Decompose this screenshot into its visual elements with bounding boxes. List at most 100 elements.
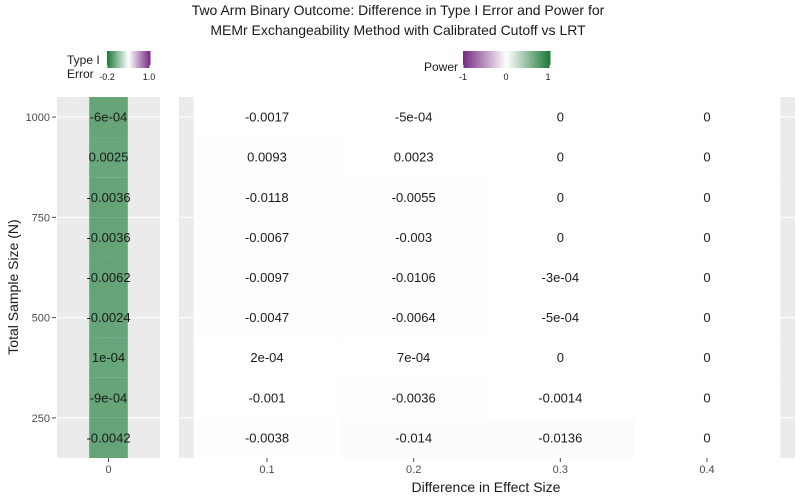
legend-color-segment [124, 51, 126, 68]
legend-color-segment [491, 51, 494, 68]
cell-value-label: -0.0064 [392, 310, 436, 325]
cell-value-label: 0 [703, 110, 710, 125]
x-tick-label: 0.1 [259, 464, 274, 476]
legend-power: Power -1 0 1 [424, 51, 551, 82]
legend-type1-colorbar [106, 51, 151, 68]
heatmap-tile-power [633, 297, 781, 338]
y-axis-title: Total Sample Size (N) [5, 219, 21, 354]
x-tick-label: 0 [105, 464, 111, 476]
heatmap-tile-type1 [89, 337, 128, 378]
heatmap-tile-power [340, 377, 487, 418]
cell-value-label: -5e-04 [542, 310, 580, 325]
y-tick-label: 1000 [26, 112, 50, 124]
legend-color-segment [108, 51, 110, 68]
cell-value-label: -3e-04 [542, 270, 580, 285]
legend-color-segment [116, 51, 119, 68]
cell-value-label: -0.0067 [245, 230, 289, 245]
heatmap-tile-type1 [89, 217, 128, 258]
legend-color-segment [107, 51, 109, 68]
heatmap-tile-power [487, 337, 634, 378]
legend-color-segment [145, 51, 148, 68]
legend-color-segment [486, 51, 490, 68]
heatmap-tile-power [633, 257, 781, 298]
cell-value-label: -0.0106 [392, 270, 436, 285]
heatmap-tile-power [340, 97, 487, 138]
heatmap-tile-power [487, 417, 634, 458]
cell-value-label: 7e-04 [397, 350, 430, 365]
legend-color-segment [489, 51, 492, 68]
cell-value-label: 1e-04 [92, 350, 125, 365]
heatmap-tile-power [193, 417, 341, 458]
legend-color-segment [532, 51, 536, 68]
legend-color-segment [530, 51, 534, 68]
cell-value-label: -0.0036 [86, 190, 130, 205]
heatmap-tile-power [193, 257, 341, 298]
heatmap-tile-power [487, 377, 634, 418]
heatmap-tile-type1 [89, 137, 128, 178]
legend-color-segment [132, 51, 135, 68]
legend-color-segment [123, 51, 125, 68]
heatmap-tile-power [633, 217, 781, 258]
heatmap-tile-power [340, 217, 487, 258]
legend-color-segment [144, 51, 147, 68]
legend-color-segment [495, 51, 499, 68]
heatmap-tile-type1 [89, 177, 128, 218]
legend-color-segment [497, 51, 501, 68]
cell-value-label: -0.0062 [86, 270, 130, 285]
legend-color-segment [541, 51, 544, 68]
x-tick-label: 0.2 [406, 464, 421, 476]
heatmap-tile-type1 [89, 257, 128, 298]
legend-color-segment [129, 51, 132, 68]
legend-color-segment [502, 51, 505, 68]
heatmap-tile-power [633, 137, 781, 178]
legend-color-segment [510, 51, 514, 68]
legend-power-tick-max: 1 [545, 72, 550, 82]
heatmap-tile-power [487, 257, 634, 298]
legend-type1-title-line-2: Error [67, 67, 94, 81]
heatmap-tile-type1 [89, 97, 128, 138]
legend-color-segment [482, 51, 486, 68]
cell-value-label: 0 [557, 150, 564, 165]
legend-power-tick-min: -1 [459, 72, 467, 82]
x-tick-label: 0.3 [553, 464, 568, 476]
cell-value-label: -9e-04 [90, 390, 128, 405]
legend-color-segment [504, 51, 507, 68]
legend-color-segment [465, 51, 468, 68]
heatmap-tile-power [340, 137, 487, 178]
heatmap-tile-power [340, 297, 487, 338]
legend-color-segment [111, 51, 113, 68]
cell-value-label: 0 [703, 270, 710, 285]
legend-color-segment [517, 51, 521, 68]
legend-color-segment [143, 51, 146, 68]
heatmap-tile-power [487, 297, 634, 338]
legend-color-segment [134, 51, 137, 68]
legend-color-segment [528, 51, 531, 68]
legend-type1-tick-min: -0.2 [99, 72, 115, 82]
cell-value-label: 0 [703, 150, 710, 165]
heatmap-tile-power [193, 177, 341, 218]
heatmap-tile-power [487, 177, 634, 218]
legend-color-segment [128, 51, 131, 68]
legend-color-segment [133, 51, 136, 68]
cell-value-label: -0.0017 [245, 110, 289, 125]
cell-value-label: 0 [557, 110, 564, 125]
legend-color-segment [519, 51, 523, 68]
cell-value-label: -0.001 [249, 390, 286, 405]
heatmap-tile-power [340, 257, 487, 298]
cell-value-label: -0.0055 [392, 190, 436, 205]
legend-color-segment [471, 51, 475, 68]
heatmap-tile-power [633, 377, 781, 418]
legend-color-segment [543, 51, 547, 68]
cell-value-label: -0.0014 [538, 390, 582, 405]
cell-value-label: 0 [703, 190, 710, 205]
legend-color-segment [142, 51, 145, 68]
cell-value-label: -0.0047 [245, 310, 289, 325]
legend-color-segment [136, 51, 138, 68]
legend-color-segment [122, 51, 124, 68]
chart-title-line-2: MEMr Exchangeability Method with Calibra… [210, 22, 586, 38]
heatmap-tile-power [633, 177, 781, 218]
chart-title-line-1: Two Arm Binary Outcome: Difference in Ty… [192, 2, 605, 18]
heatmap-tile-type1 [89, 377, 128, 418]
y-tick-label: 750 [32, 212, 50, 224]
